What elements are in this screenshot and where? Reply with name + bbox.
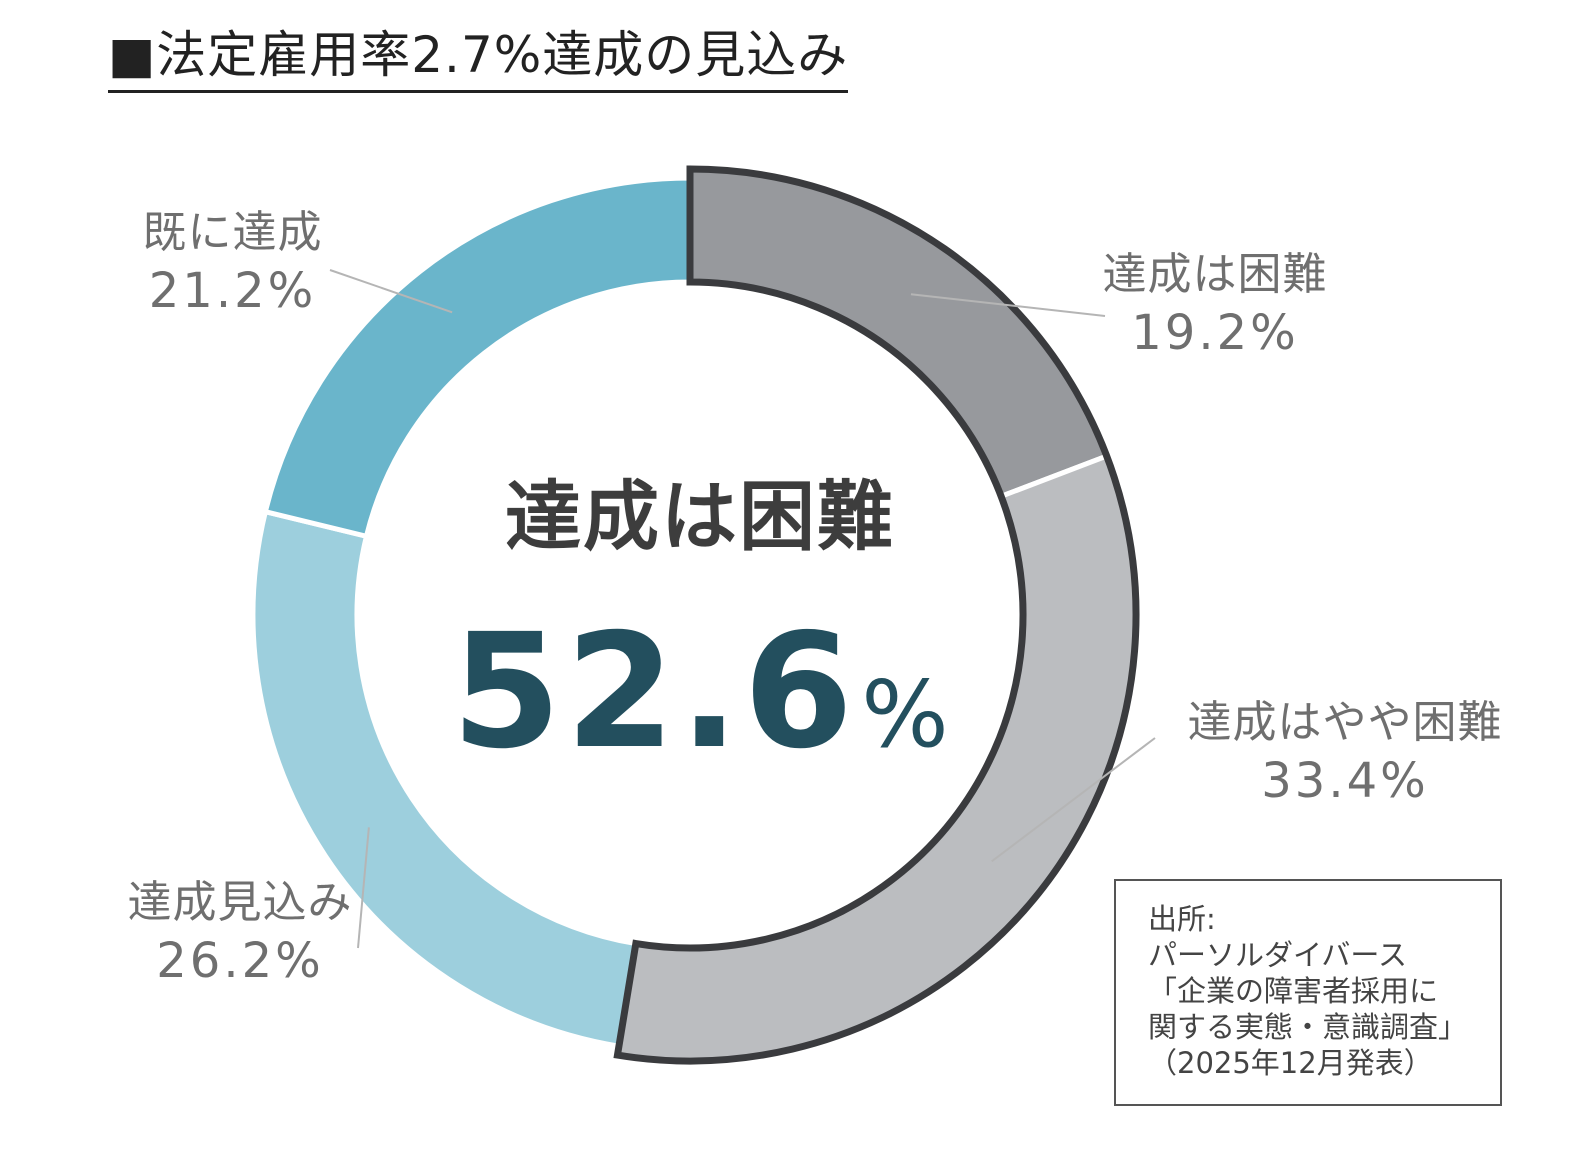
slice-label-already-achieved: 既に達成 21.2% (120, 204, 345, 320)
slice-value: 33.4% (1261, 753, 1429, 809)
slice-name: 達成は困難 (1102, 249, 1328, 300)
source-line: パーソルダイバース (1148, 938, 1407, 972)
source-line: 関する実態・意識調査」 (1148, 1010, 1468, 1044)
leader-line (991, 737, 1156, 863)
slice-value: 21.2% (148, 263, 317, 319)
leader-line (329, 269, 453, 314)
slice-expected (250, 508, 639, 1050)
leader-line (910, 293, 1106, 317)
center-value: 52.6% (440, 600, 960, 784)
leader-line (357, 827, 370, 949)
slice-name: 達成見込み (127, 877, 353, 928)
source-box: 出所: パーソルダイバース 「企業の障害者採用に 関する実態・意識調査」 （20… (1114, 879, 1502, 1106)
slice-label-expected: 達成見込み 26.2% (100, 874, 380, 990)
chart-title: ■法定雇用率2.7%達成の見込み (108, 22, 849, 93)
source-line: 出所: (1148, 902, 1216, 936)
source-line: （2025年12月発表） (1148, 1046, 1433, 1080)
leader-lines (329, 269, 1156, 949)
donut-slices (250, 166, 1139, 1064)
slice-name: 達成はやや困難 (1187, 697, 1503, 748)
slice-label-somewhat-difficult: 達成はやや困難 33.4% (1160, 694, 1530, 810)
center-value-number: 52.6 (451, 600, 858, 784)
source-line: 「企業の障害者採用に (1148, 974, 1439, 1008)
slice-value: 26.2% (156, 933, 324, 989)
slice-label-difficult: 達成は困難 19.2% (1080, 246, 1350, 362)
center-value-unit: % (861, 661, 949, 768)
highlight-outline (613, 165, 1140, 1065)
slice-value: 19.2% (1131, 305, 1299, 361)
slice-name: 既に達成 (142, 207, 323, 258)
center-label: 達成は困難 (505, 472, 895, 561)
